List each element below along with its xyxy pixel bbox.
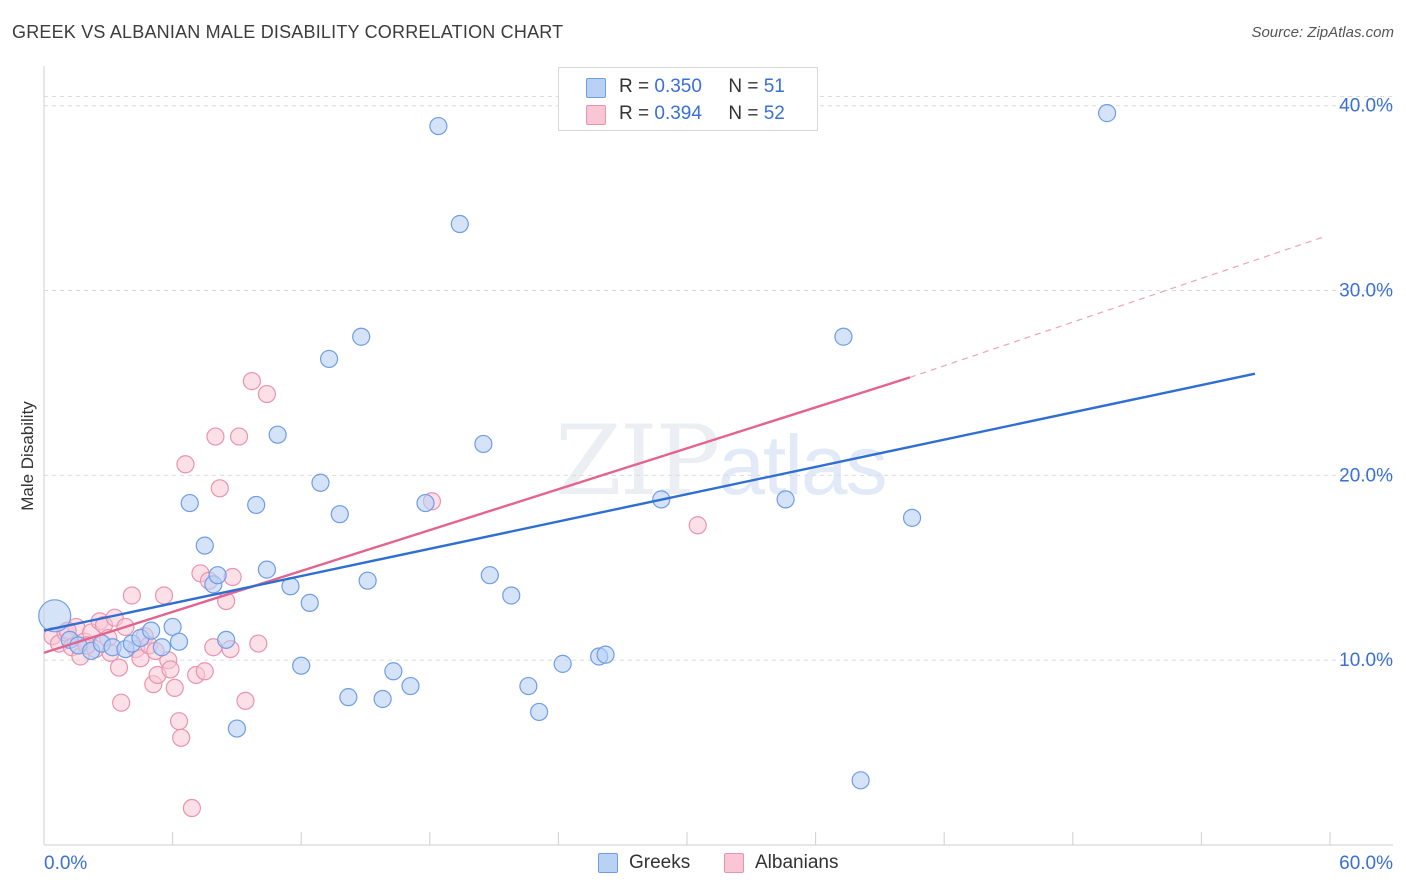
greeks-point (319, 349, 339, 369)
greeks-point (596, 645, 615, 664)
greeks-point (208, 566, 227, 585)
greeks-r-value: 0.350 (654, 76, 702, 97)
albanians-point (109, 658, 129, 677)
greeks-point (180, 493, 199, 513)
correlation-legend: R = 0.350 N = 51 R = 0.394 N = 52 (558, 67, 818, 131)
watermark-atlas: atlas (718, 418, 887, 512)
albanians-point (122, 586, 141, 605)
albanians-swatch (586, 105, 606, 125)
greeks-n-label: N = (728, 76, 759, 97)
greeks-legend-swatch (598, 853, 618, 873)
greeks-point (401, 676, 420, 696)
greeks-point (152, 638, 171, 657)
albanians-n-value: 52 (763, 103, 785, 124)
greeks-point (257, 560, 277, 579)
albanians-trend-line (43, 376, 911, 654)
greeks-point (358, 571, 377, 590)
greeks-point (1097, 104, 1117, 123)
albanians-point (182, 798, 201, 818)
greeks-point (530, 702, 549, 722)
greeks-point (553, 654, 572, 673)
greeks-point (300, 593, 319, 612)
albanians-legend-label: Albanians (755, 852, 839, 873)
greeks-point (416, 493, 435, 513)
greeks-point (142, 621, 161, 640)
y-tick-label: 10.0% (1339, 650, 1393, 671)
greeks-point (38, 599, 72, 633)
albanians-legend-swatch (724, 853, 744, 873)
greeks-point (519, 676, 538, 696)
greeks-point (195, 536, 214, 555)
greeks-point (339, 688, 358, 707)
greeks-r-label: R = (619, 76, 650, 97)
greeks-point (169, 632, 189, 651)
tick-labels: 10.0% 20.0% 30.0% 40.0% 0.0% 60.0% (44, 96, 1393, 874)
chart-title: GREEK VS ALBANIAN MALE DISABILITY CORREL… (12, 22, 564, 42)
greeks-point (330, 505, 349, 524)
greeks-point (373, 689, 392, 709)
albanians-point (229, 427, 249, 446)
albanians-point (249, 634, 268, 653)
greeks-point (311, 473, 330, 492)
watermark-zip: ZIP (555, 405, 720, 517)
albanians-point (131, 649, 150, 668)
x-tick-label-min: 0.0% (44, 853, 87, 874)
albanians-point (169, 712, 189, 731)
y-tick-label: 20.0% (1339, 465, 1393, 486)
albanians-trend-extension (909, 236, 1324, 378)
greeks-point (292, 656, 311, 675)
greeks-point (268, 425, 287, 444)
albanians-point (172, 728, 191, 747)
greeks-point (502, 586, 521, 605)
albanians-n-label: N = (728, 103, 759, 124)
greeks-point (227, 719, 246, 738)
greeks-point (480, 566, 499, 585)
greeks-point (474, 434, 493, 454)
greeks-trend-line (43, 372, 1256, 632)
source-label: Source: ZipAtlas.com (1251, 24, 1394, 41)
greeks-point (352, 327, 371, 346)
y-tick-label: 40.0% (1339, 96, 1393, 117)
y-tick-label: 30.0% (1339, 281, 1393, 302)
greeks-swatch (586, 78, 606, 98)
albanians-point (242, 372, 262, 391)
albanians-point (195, 662, 214, 681)
albanians-point (688, 516, 707, 535)
greeks-n-value: 51 (763, 76, 785, 97)
albanians-point (112, 693, 131, 712)
albanians-r-label: R = (619, 103, 650, 124)
albanians-point (236, 691, 255, 710)
albanians-point (176, 455, 195, 474)
albanians-point (257, 384, 277, 404)
albanians-point (154, 586, 174, 605)
albanians-point (206, 427, 225, 446)
albanians-point (165, 678, 184, 698)
greeks-point (776, 490, 795, 509)
greeks-point (902, 508, 922, 527)
watermark: ZIPatlas (555, 405, 888, 517)
greeks-point (429, 116, 448, 136)
x-tick-label-max: 60.0% (1339, 853, 1393, 874)
albanians-r-value: 0.394 (654, 103, 702, 124)
albanians-point (161, 660, 180, 679)
greeks-point (834, 327, 853, 346)
axes (43, 66, 1393, 846)
greeks-point (450, 214, 469, 234)
albanians-point (210, 479, 229, 498)
greeks-point (247, 495, 266, 515)
greeks-legend-label: Greeks (629, 852, 691, 873)
greeks-point (384, 662, 403, 681)
greeks-point (851, 771, 870, 790)
trend-lines (43, 236, 1324, 654)
greeks-points (38, 104, 1117, 790)
greeks-point (217, 630, 236, 649)
albanians-points (43, 372, 707, 818)
albanians-point (223, 567, 242, 587)
